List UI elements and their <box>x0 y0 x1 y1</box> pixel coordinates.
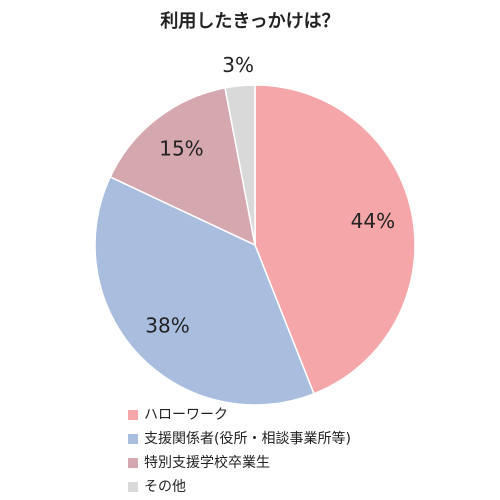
legend-swatch <box>128 458 138 468</box>
data-label: 44% <box>351 209 395 233</box>
legend-swatch <box>128 434 138 444</box>
pie-slice <box>254 84 416 395</box>
legend-swatch <box>128 410 138 420</box>
legend-label: ハローワーク <box>144 407 228 423</box>
chart-title: 利用したきっかけは？ <box>160 10 339 32</box>
data-label: 38% <box>145 314 189 338</box>
legend-label: 特別支援学校卒業生 <box>144 454 270 471</box>
legend-label: その他 <box>144 479 186 495</box>
pie-slice <box>224 84 256 246</box>
legend-label: 支援関係者(役所・相談事業所等) <box>144 430 351 447</box>
legend-swatch <box>128 482 138 492</box>
data-label: 3% <box>222 53 254 77</box>
pie-slice <box>109 86 257 247</box>
data-label: 15% <box>159 137 203 161</box>
pie-slice <box>94 175 315 406</box>
